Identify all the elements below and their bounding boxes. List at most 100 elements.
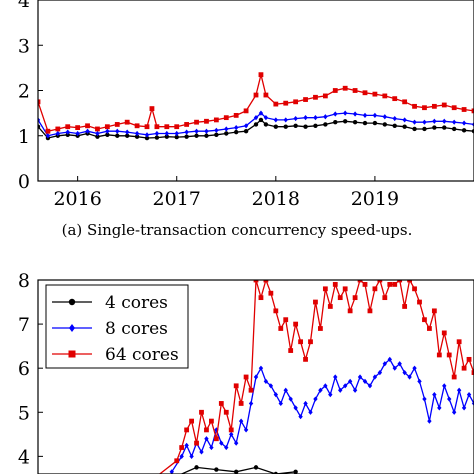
chart-0-series-0-point xyxy=(293,123,298,128)
chart-0-series-0-point xyxy=(65,132,70,138)
chart-1-series-1-point xyxy=(362,378,368,385)
chart-0-series-1-point xyxy=(352,111,358,117)
legend-label-4-cores: 4 cores xyxy=(105,293,168,313)
chart-0-series-2-point xyxy=(164,124,170,130)
chart-0-series-0-point xyxy=(263,122,269,127)
chart-1-series-2-point xyxy=(387,282,393,287)
legend-entry-4-cores: 4 cores xyxy=(52,293,168,313)
chart-1-series-1-point xyxy=(214,427,219,433)
chart-0-series-0-line xyxy=(38,119,474,139)
chart-1-series-2-point xyxy=(293,321,299,327)
chart-1-series-2-point xyxy=(308,339,313,345)
y-tick-label: 3 xyxy=(18,35,30,57)
chart-0-series-0-point xyxy=(273,124,279,129)
chart-1-series-2-point xyxy=(179,445,185,450)
chart-0-series-2-point xyxy=(273,101,279,107)
chart-0-series-2-point xyxy=(104,124,110,130)
y-tick-label: 1 xyxy=(18,126,30,148)
chart-a-frame xyxy=(37,0,474,182)
chart-1-series-1-point xyxy=(402,369,407,376)
chart-1-series-0-point xyxy=(253,465,259,470)
chart-0-series-0-point xyxy=(323,122,328,127)
chart-1-series-1-point xyxy=(179,453,184,459)
chart-0-series-0-point xyxy=(115,133,120,138)
x-tick-label: 2017 xyxy=(153,188,201,210)
chart-1-series-2-point xyxy=(377,280,383,283)
chart-0-series-2-point xyxy=(332,88,338,93)
chart-0-series-2-point xyxy=(313,94,318,100)
chart-0-series-0-point xyxy=(422,126,427,132)
chart-1-series-2-point xyxy=(382,295,388,301)
chart-0-series-0-point xyxy=(258,117,264,123)
chart-1-series-2-point xyxy=(238,401,244,406)
chart-1-series-1-point xyxy=(367,383,373,389)
chart-1-series-1-point xyxy=(328,392,333,398)
y-tick-label: 7 xyxy=(18,314,30,336)
chart-0-series-0-point xyxy=(214,132,219,138)
chart-1-series-2-point xyxy=(417,299,422,305)
chart-b: 4 5 6 7 8 4 cores 8 cores 64 cores xyxy=(18,270,474,474)
chart-1-series-1-point xyxy=(318,387,323,393)
chart-1-series-1-point xyxy=(233,440,239,446)
chart-1-series-2-point xyxy=(218,401,224,406)
chart-0-series-1-point xyxy=(233,125,239,131)
chart-1-series-2-point xyxy=(412,286,417,292)
chart-1-series-0-point xyxy=(293,469,298,474)
legend-marker-64-cores xyxy=(68,350,76,358)
chart-0-series-0-point xyxy=(105,132,110,138)
chart-1-series-1-point xyxy=(456,387,462,393)
chart-1-series-1-point xyxy=(209,444,214,451)
chart-0-series-1-point xyxy=(184,129,189,135)
x-tick-label: 2019 xyxy=(351,188,399,210)
chart-1-series-2-point xyxy=(372,286,378,292)
chart-1-series-1-point xyxy=(437,405,442,411)
x-tick-label: 2016 xyxy=(53,188,101,210)
legend-entry-64-cores: 64 cores xyxy=(52,345,179,365)
chart-1-series-2-point xyxy=(427,326,432,331)
chart-0-series-0-point xyxy=(451,126,457,132)
chart-1-series-1-point xyxy=(338,387,343,393)
chart-0-series-2-point xyxy=(184,122,190,127)
chart-0-series-0-point xyxy=(154,135,160,140)
chart-1-series-2-point xyxy=(213,436,219,442)
chart-0-series-2-point xyxy=(342,85,348,91)
chart-1-series-1-point xyxy=(263,378,269,385)
chart-1-series-1-point xyxy=(422,396,427,402)
chart-0-series-2-point xyxy=(362,90,368,96)
chart-1-series-0-point xyxy=(214,467,219,472)
chart-0-series-1-point xyxy=(333,111,338,117)
chart-1-series-1-point xyxy=(303,400,308,407)
chart-0-series-2-point xyxy=(352,88,358,93)
chart-0-series-2-point xyxy=(253,92,259,98)
chart-1-series-2-point xyxy=(243,374,249,380)
chart-1-series-2-point xyxy=(228,427,234,433)
chart-1-series-2-point xyxy=(273,308,279,314)
chart-0-series-1-point xyxy=(372,112,378,118)
chart-1-series-1-point xyxy=(238,418,244,424)
chart-b-legend: 4 cores 8 cores 64 cores xyxy=(45,284,189,369)
chart-1-series-2-point xyxy=(362,282,368,287)
chart-1-series-1-point xyxy=(243,427,249,433)
chart-0-series-2-point xyxy=(38,99,41,105)
chart-0-series-2-point xyxy=(293,99,299,105)
chart-1-series-1-point xyxy=(466,392,472,398)
chart-1-series-2-point xyxy=(332,282,338,287)
chart-0-series-0-point xyxy=(362,120,368,126)
chart-0-series-1-point xyxy=(115,128,120,134)
chart-0-series-2-point xyxy=(412,103,417,109)
chart-1-series-1-point xyxy=(283,387,288,393)
chart-0-series-1-line xyxy=(38,112,474,137)
chart-0-series-1-point xyxy=(214,127,219,133)
chart-0-series-2-point xyxy=(174,124,180,130)
chart-0-series-0-point xyxy=(402,124,407,129)
chart-1-series-2-point xyxy=(352,295,358,301)
chart-0-series-2-point xyxy=(283,100,289,106)
chart-1-series-1-point xyxy=(352,387,358,393)
chart-1-series-1-point xyxy=(347,378,353,385)
chart-0-series-1-point xyxy=(134,130,140,137)
chart-0-series-0-point xyxy=(461,128,467,133)
chart-b-y-axis: 4 5 6 7 8 xyxy=(18,270,43,468)
y-tick-label: 2 xyxy=(18,81,30,103)
chart-1-series-0-point xyxy=(233,469,239,474)
chart-1-series-1-point xyxy=(268,383,274,389)
